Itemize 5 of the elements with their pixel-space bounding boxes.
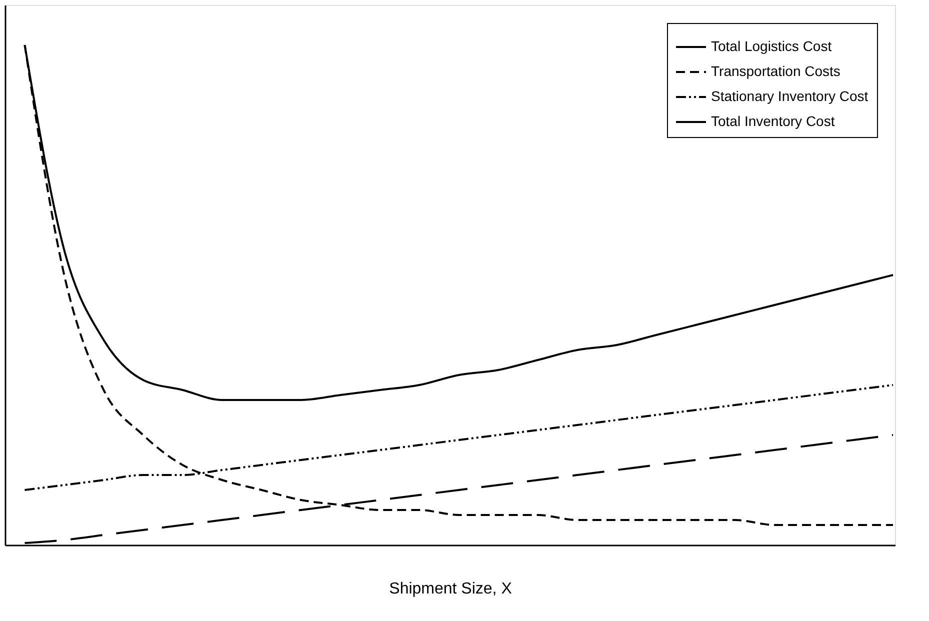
x-axis-title: Shipment Size, X [389,580,512,598]
legend-label: Stationary Inventory Cost [711,88,868,104]
legend-label: Total Logistics Cost [711,38,832,54]
legend-label: Total Inventory Cost [711,113,835,129]
legend-label: Transportation Costs [711,63,840,79]
